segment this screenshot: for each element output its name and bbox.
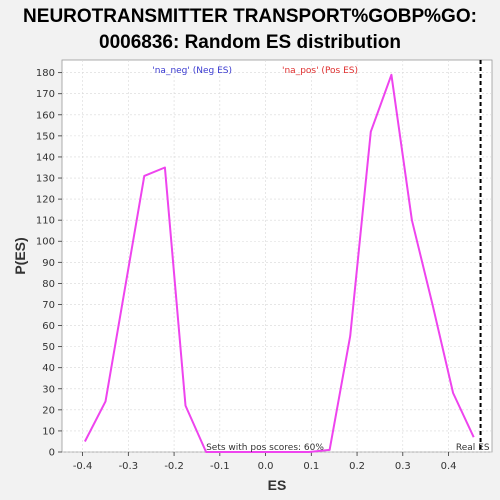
legend-neg: 'na_neg' (Neg ES) bbox=[152, 66, 232, 76]
y-tick-label: 160 bbox=[36, 110, 55, 121]
y-axis-label: P(ES) bbox=[12, 237, 28, 274]
real-es-label: Real ES bbox=[456, 443, 490, 453]
x-axis-label: ES bbox=[268, 477, 287, 493]
chart-title-line1: NEUROTRANSMITTER TRANSPORT%GOBP%GO: bbox=[23, 6, 477, 27]
x-tick-label: -0.1 bbox=[210, 461, 230, 472]
es-distribution-line bbox=[84, 73, 475, 453]
x-tick-label: 0.1 bbox=[303, 461, 319, 472]
y-tick-label: 140 bbox=[36, 152, 55, 163]
y-tick-label: 40 bbox=[42, 363, 55, 374]
y-tick-label: 50 bbox=[42, 342, 55, 353]
y-tick-label: 110 bbox=[36, 216, 55, 227]
y-tick-label: 150 bbox=[36, 131, 55, 142]
x-tick-label: 0.4 bbox=[441, 461, 457, 472]
y-tick-label: 30 bbox=[42, 384, 55, 395]
y-tick-label: 70 bbox=[42, 300, 55, 311]
y-tick-label: 80 bbox=[42, 279, 55, 290]
grid bbox=[62, 60, 492, 453]
x-tick-label: -0.4 bbox=[73, 461, 93, 472]
y-tick-label: 100 bbox=[36, 237, 55, 248]
y-axis-ticks: 0 10 20 30 40 50 60 70 80 90 100 110 120 130 140 150 160… bbox=[36, 68, 62, 459]
y-tick-label: 0 bbox=[49, 448, 55, 459]
x-axis-ticks: -0.4 -0.3 -0.2 -0.1 0.0 0.1 0.2 0.3 0.4 bbox=[73, 452, 457, 472]
x-tick-label: 0.3 bbox=[395, 461, 411, 472]
y-tick-label: 60 bbox=[42, 321, 55, 332]
y-tick-label: 130 bbox=[36, 174, 55, 185]
y-tick-label: 90 bbox=[42, 258, 55, 269]
y-tick-label: 180 bbox=[36, 68, 55, 79]
y-tick-label: 10 bbox=[42, 426, 55, 437]
x-tick-label: 0.2 bbox=[349, 461, 365, 472]
y-tick-label: 120 bbox=[36, 195, 55, 206]
series-layer bbox=[84, 73, 475, 453]
legend-pos: 'na_pos' (Pos ES) bbox=[282, 66, 358, 76]
x-tick-label: 0.0 bbox=[258, 461, 274, 472]
real-es-layer: Real ES bbox=[456, 60, 490, 453]
pos-scores-annotation: Sets with pos scores: 60% bbox=[206, 443, 324, 453]
x-tick-label: -0.2 bbox=[164, 461, 184, 472]
chart-title-line2: 0006836: Random ES distribution bbox=[99, 32, 401, 53]
x-tick-label: -0.3 bbox=[119, 461, 139, 472]
plot-area bbox=[61, 59, 493, 453]
y-tick-label: 170 bbox=[36, 89, 55, 100]
y-tick-label: 20 bbox=[42, 405, 55, 416]
